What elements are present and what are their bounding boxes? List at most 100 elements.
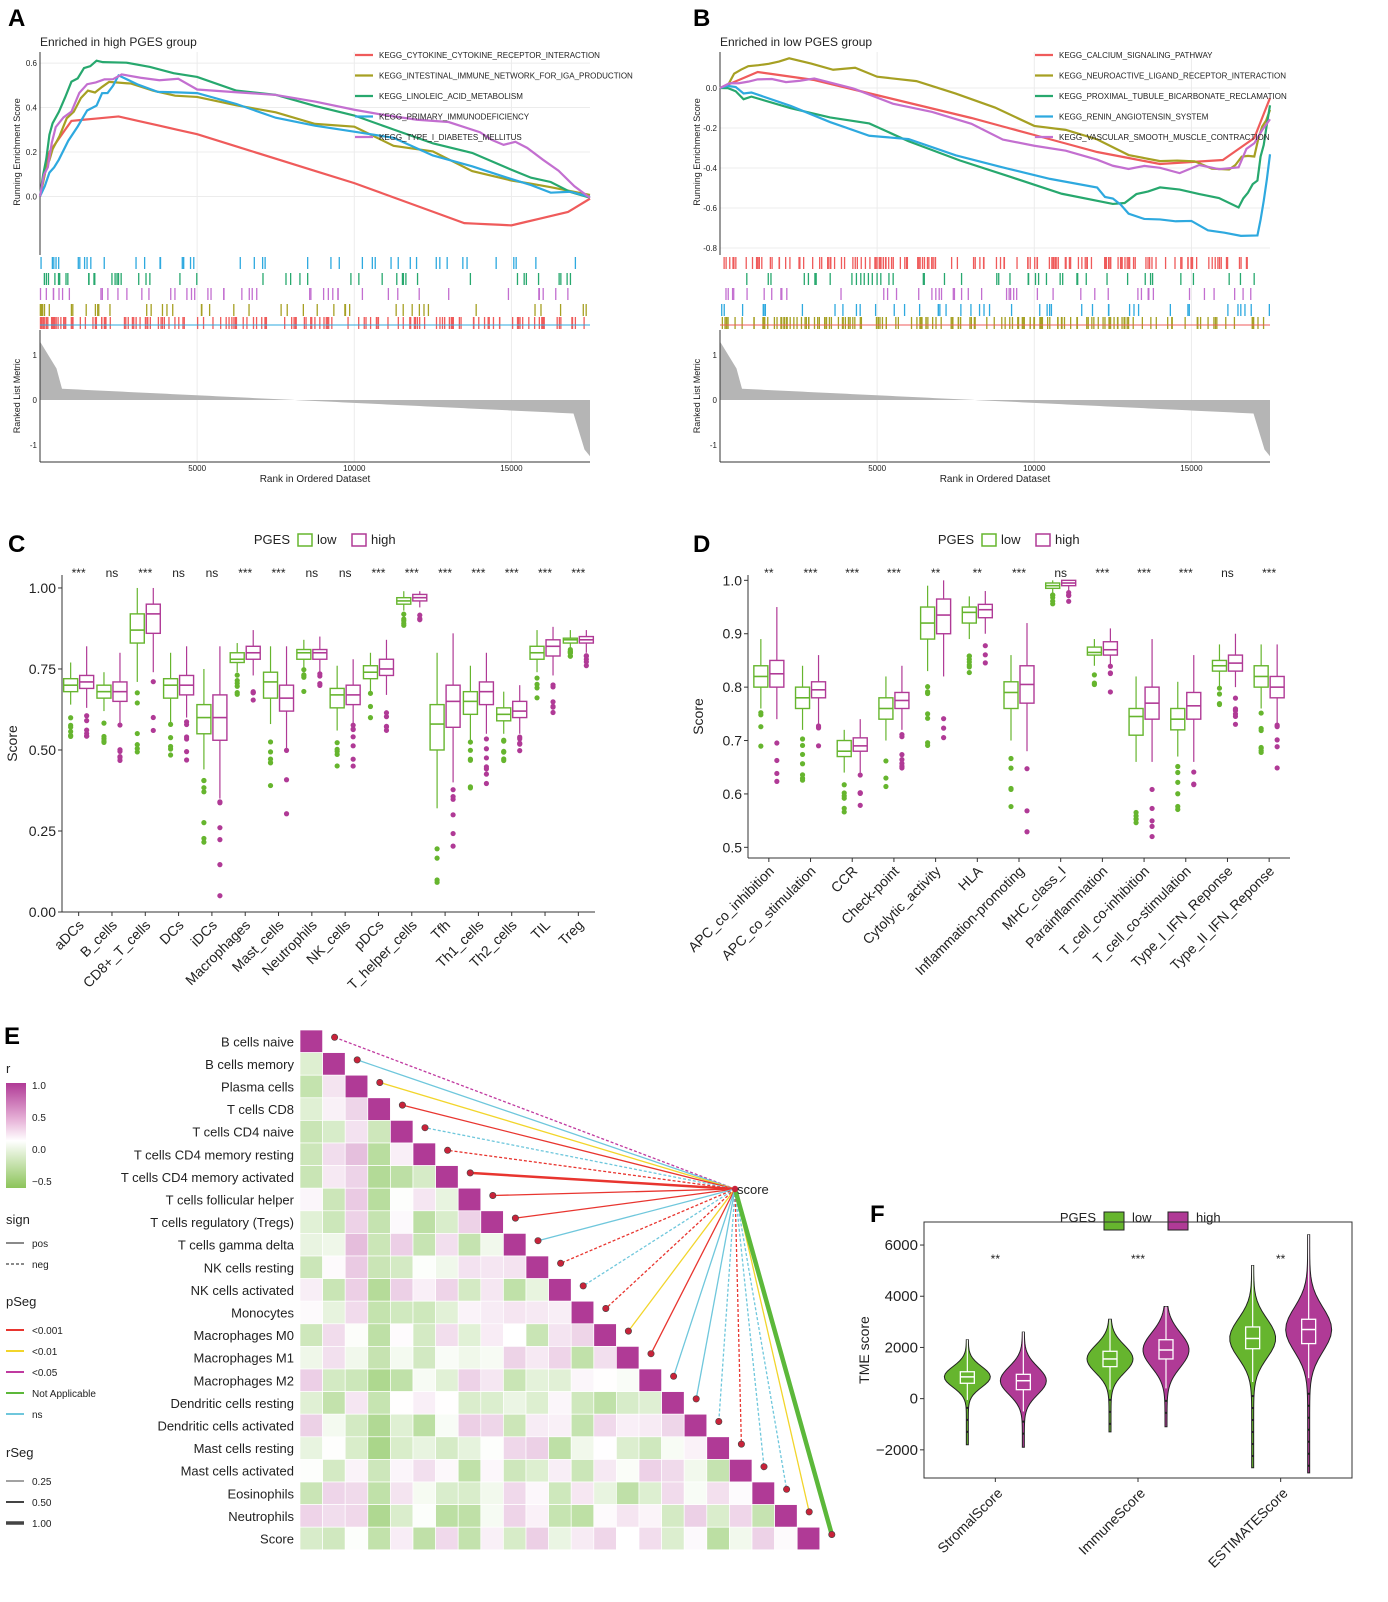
outlier-low (1216, 691, 1223, 697)
outlier-low (234, 672, 240, 678)
heatmap-cell (322, 1255, 346, 1279)
heatmap-cell (638, 1459, 662, 1483)
outlier-low (201, 785, 207, 791)
outlier-low (301, 667, 307, 673)
legend-label-high: high (1055, 532, 1080, 547)
outlier-high (417, 612, 423, 618)
heatmap-cell (412, 1255, 436, 1279)
outlier-low (966, 664, 972, 670)
significance-label: *** (804, 566, 818, 580)
heatmap-cell (390, 1368, 414, 1392)
significance-label: *** (1131, 1252, 1145, 1266)
outlier-high (899, 756, 905, 763)
heatmap-cell (435, 1210, 459, 1234)
significance-label: ** (931, 566, 941, 580)
y-tick-label: 2000 (885, 1339, 918, 1356)
x-tick-label: StromalScore (934, 1485, 1005, 1556)
heatmap-cell (299, 1368, 323, 1392)
heatmap-cell (457, 1526, 482, 1551)
outlier-high (583, 663, 589, 669)
outlier-high (1107, 670, 1113, 677)
outlier-low (1133, 816, 1139, 822)
correlation-link (424, 1127, 736, 1190)
heatmap-cell (593, 1391, 617, 1415)
heatmap-cell (344, 1210, 369, 1234)
x-tick-label: CCR (828, 863, 861, 896)
link-endpoint (376, 1079, 384, 1087)
heatmap-cell (616, 1346, 640, 1370)
heatmap-cell (344, 1074, 369, 1099)
correlation-link (470, 1171, 736, 1191)
heatmap-cell (435, 1391, 459, 1415)
heatmap-cell (480, 1391, 504, 1415)
outlier-high (383, 710, 390, 716)
outlier-low (301, 688, 307, 695)
y-tick-label: 0.2 (26, 148, 38, 157)
es-line-4 (39, 73, 591, 198)
heatmap-cell (683, 1413, 708, 1438)
outlier-low (68, 732, 74, 739)
heatmap-cell (616, 1526, 640, 1551)
heatmap-cell (548, 1323, 572, 1347)
gsea-plot-low: Enriched in low PGES group 0.0 -0.2 -0.4 -0.… (692, 35, 1287, 485)
y-axis-title: Running Enrichment Score (692, 98, 702, 206)
heatmap-cell (367, 1413, 391, 1438)
outlier-low (267, 756, 274, 762)
outlier-high (350, 743, 356, 749)
heatmap-cell (503, 1481, 527, 1505)
y-tick-label: 0.25 (29, 823, 56, 839)
rseg-label: 0.50 (32, 1498, 52, 1509)
heatmap-cell (638, 1436, 662, 1460)
outlier-high (84, 713, 90, 719)
heatmap-cell (525, 1459, 549, 1483)
heatmap-cell (299, 1029, 323, 1053)
heatmap-cell (322, 1504, 346, 1528)
row-label: Score (260, 1532, 294, 1547)
x-tick-label: Cytolytic_activity (859, 863, 943, 947)
heatmap-cell (638, 1481, 662, 1505)
outlier-high (483, 764, 490, 770)
box-high (1102, 641, 1119, 656)
heatmap-cell (367, 1481, 391, 1505)
heatmap-cell (322, 1481, 346, 1505)
correlation-link (605, 1188, 736, 1309)
heatmap-cell (435, 1233, 459, 1257)
heatmap-cell (638, 1413, 662, 1438)
outlier-high (1274, 765, 1280, 771)
outlier-low (1008, 803, 1014, 810)
y-tick-label: 0.00 (29, 904, 56, 920)
outlier-high (1149, 833, 1155, 840)
heatmap-cell (412, 1300, 436, 1325)
significance-label: ns (206, 566, 219, 580)
outlier-high (217, 799, 223, 805)
box-low (836, 739, 852, 758)
heatmap-cell (616, 1413, 640, 1438)
heatmap-cell (548, 1368, 572, 1392)
box-low (162, 677, 179, 699)
heatmap-cell (390, 1323, 414, 1347)
legend-label-low: low (317, 532, 337, 547)
legend-label: KEGG_NEUROACTIVE_LIGAND_RECEPTOR_INTERAC… (1059, 72, 1286, 81)
outlier-low (883, 783, 889, 790)
outlier-low (799, 761, 806, 767)
outlier-high (774, 740, 780, 746)
heatmap-cell (344, 1233, 369, 1257)
plot-title: Enriched in high PGES group (40, 35, 197, 49)
significance-label: ** (973, 566, 983, 580)
heatmap-cell (616, 1391, 640, 1415)
y-tick-label: 0 (910, 1391, 918, 1408)
heatmap-cell (683, 1459, 708, 1483)
heatmap-cell (412, 1165, 436, 1189)
row-label: Mast cells resting (194, 1441, 294, 1456)
outlier-low (534, 695, 540, 701)
y2-axis-title: Ranked List Metric (12, 358, 22, 433)
outlier-low (1216, 700, 1223, 707)
row-label: T cells CD4 memory activated (121, 1170, 294, 1185)
row-label: Macrophages M2 (194, 1373, 294, 1388)
outlier-low (966, 659, 972, 665)
outlier-low (1008, 755, 1014, 762)
legend-label: KEGG_TYPE_I_DIABETES_MELLITUS (379, 133, 522, 142)
legend-label: KEGG_VASCULAR_SMOOTH_MUSCLE_CONTRACTION (1059, 133, 1270, 142)
heatmap-cell (299, 1300, 323, 1325)
panel-label-a: A (8, 5, 25, 32)
